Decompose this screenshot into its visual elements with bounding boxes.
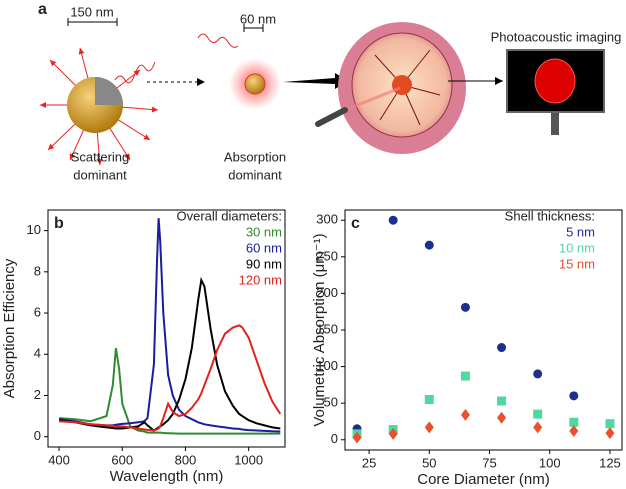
small-nanoparticle [244,73,266,95]
panel-label: b [54,215,64,232]
line-series [58,276,281,432]
marker [533,421,543,434]
core-wedge [95,77,123,105]
scale-bar-label: 60 nm [240,11,276,26]
line-series [58,218,281,433]
monitor-stand [551,113,559,135]
legend-entry: 10 nm [559,240,595,255]
legend-title: Overall diameters: [177,208,282,223]
marker [533,409,543,419]
caption: dominant [73,167,127,182]
panel-label: a [38,1,47,18]
x-tick-label: 400 [48,452,70,467]
laser-beam [344,86,401,112]
marker [352,431,362,444]
y-axis-label: Absorption Efficiency [1,258,18,398]
x-tick-label: 1000 [234,452,263,467]
marker [460,371,470,381]
line-series [59,324,282,432]
scale-bar-label: 150 nm [70,4,113,19]
y-tick-label: 200 [316,285,338,300]
x-axis-label: Wavelength (nm) [110,468,224,485]
marker [569,417,579,427]
x-tick-label: 100 [539,455,561,470]
marker [424,240,434,250]
legend-entry: 60 nm [246,240,282,255]
y-tick-label: 6 [34,304,41,319]
y-tick-label: 8 [34,263,41,278]
x-tick-label: 75 [482,455,496,470]
y-tick-label: 100 [316,358,338,373]
y-tick-label: 10 [27,222,41,237]
imaging-title: Photoacoustic imaging [491,29,622,44]
x-tick-label: 125 [599,455,621,470]
laser-pen [315,107,348,127]
marker [388,215,398,225]
y-tick-label: 250 [316,248,338,263]
scale-bar [67,18,118,26]
scale-bar [243,24,264,32]
tumor [392,75,412,95]
marker [424,421,434,434]
marker [497,396,507,406]
x-axis-label: Core Diameter (nm) [417,471,550,488]
panel-label: c [351,215,360,232]
y-tick-label: 0 [331,431,338,446]
marker [605,427,615,440]
legend-entry: 90 nm [246,256,282,271]
line-series [59,347,281,435]
marker [424,395,434,405]
legend-entry: 120 nm [239,272,282,287]
y-tick-label: 50 [324,395,338,410]
x-tick-label: 600 [111,452,133,467]
x-tick-label: 800 [175,452,197,467]
y-tick-label: 300 [316,212,338,227]
vessels [374,49,441,126]
y-tick-label: 150 [316,321,338,336]
y-tick-label: 0 [34,428,41,443]
legend-entry: 5 nm [566,224,595,239]
marker [497,411,507,424]
marker [569,424,579,437]
marker [460,302,470,312]
legend-entry: 30 nm [246,224,282,239]
caption: Scattering [71,149,130,164]
y-axis-label: Volumetric Absorption (μm⁻¹) [311,233,328,426]
light-wave [114,61,156,84]
marker [497,343,507,353]
legend-title: Shell thickness: [505,208,595,223]
caption: dominant [228,167,282,182]
y-tick-label: 2 [34,387,41,402]
caption: Absorption [224,149,286,164]
x-tick-label: 25 [362,455,376,470]
marker [569,391,579,401]
plot-frame [47,209,286,448]
x-tick-label: 50 [422,455,436,470]
marker [460,408,470,421]
legend-entry: 15 nm [559,256,595,271]
y-tick-label: 4 [34,346,41,361]
light-wave [197,33,239,48]
marker [533,369,543,379]
big-arrow [283,73,348,89]
marker [388,427,398,440]
pa-image [534,58,576,104]
marker [605,419,615,429]
